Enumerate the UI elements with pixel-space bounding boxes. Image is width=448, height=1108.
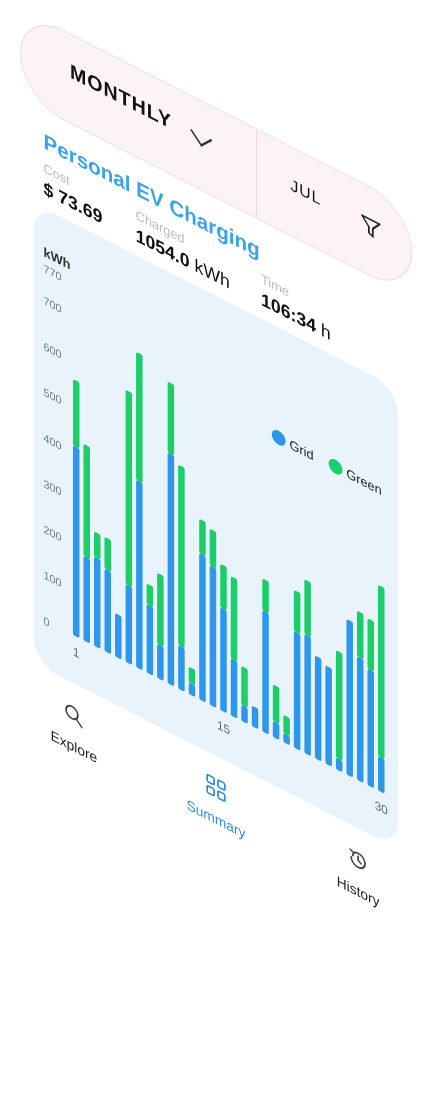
bar-grid bbox=[125, 584, 133, 665]
bar-green bbox=[230, 576, 238, 661]
bar-green bbox=[188, 667, 196, 686]
bar-green bbox=[367, 618, 375, 672]
bar-grid bbox=[241, 705, 248, 724]
bar-green bbox=[178, 465, 185, 648]
period-dropdown[interactable]: MONTHLY bbox=[69, 60, 213, 154]
bar-grid bbox=[72, 446, 80, 638]
y-tick-label: 500 bbox=[44, 387, 62, 408]
bar-green bbox=[136, 352, 143, 483]
nav-history[interactable]: History bbox=[304, 821, 412, 927]
period-label: MONTHLY bbox=[69, 60, 172, 135]
bar-grid bbox=[293, 631, 301, 751]
bar-green bbox=[209, 529, 217, 568]
legend-label: Grid bbox=[290, 437, 314, 464]
bar-grid bbox=[157, 644, 164, 681]
chart-card: kWh 0 100 200 300 400 500 600 700 770 1 15 30 Grid Gre… bbox=[33, 202, 399, 849]
x-tick-label: 15 bbox=[217, 718, 230, 738]
bar-green bbox=[356, 611, 364, 659]
bar-grid bbox=[230, 658, 238, 718]
bar-grid bbox=[283, 733, 290, 745]
bar-green bbox=[220, 564, 227, 610]
bar-green bbox=[93, 532, 101, 560]
y-tick-label: 300 bbox=[44, 478, 62, 499]
y-tick-label: 700 bbox=[44, 295, 62, 316]
y-tick-label: 0 bbox=[44, 615, 50, 629]
bar-grid bbox=[104, 569, 112, 654]
bar-grid bbox=[167, 453, 175, 686]
bar-green bbox=[72, 379, 80, 448]
history-icon bbox=[349, 848, 366, 870]
bar-grid bbox=[346, 619, 353, 777]
search-icon bbox=[65, 704, 83, 729]
y-tick-label: 400 bbox=[44, 433, 62, 454]
bar-grid bbox=[262, 611, 269, 735]
bar-green bbox=[199, 519, 206, 556]
bar-green bbox=[104, 537, 112, 572]
app-screen: MONTHLY JUL Personal EV Charging Cost $ … bbox=[20, 8, 412, 910]
y-tick-label: 100 bbox=[44, 570, 62, 591]
filter-icon[interactable] bbox=[359, 210, 383, 246]
bar-green bbox=[125, 390, 133, 587]
bar-grid bbox=[377, 756, 385, 793]
y-tick-label: 600 bbox=[44, 341, 62, 362]
nav-summary[interactable]: Summary bbox=[162, 748, 270, 854]
legend-label: Green bbox=[346, 466, 381, 498]
bar-grid bbox=[209, 565, 217, 708]
bar-green bbox=[167, 382, 175, 455]
bar-grid bbox=[178, 645, 185, 692]
bar-grid bbox=[220, 607, 227, 713]
grid-icon bbox=[206, 773, 226, 802]
bar-grid bbox=[83, 556, 90, 643]
bar-green bbox=[241, 666, 248, 708]
bar-green bbox=[377, 585, 385, 759]
nav-explore[interactable]: Explore bbox=[20, 676, 128, 782]
x-tick-label: 1 bbox=[73, 645, 80, 662]
bar-green bbox=[157, 573, 164, 647]
bar-grid bbox=[188, 683, 196, 697]
tilted-layer: MONTHLY JUL Personal EV Charging Cost $ … bbox=[20, 8, 412, 1108]
bar-grid bbox=[335, 758, 343, 772]
bar-grid bbox=[367, 669, 375, 788]
bar-grid bbox=[251, 706, 259, 729]
bar-green bbox=[293, 590, 301, 634]
bar-grid bbox=[325, 666, 332, 767]
bar-grid bbox=[115, 613, 122, 659]
time-unit: h bbox=[320, 319, 331, 345]
bar-green bbox=[272, 685, 280, 724]
bar-grid bbox=[356, 657, 364, 783]
legend-swatch bbox=[271, 430, 286, 446]
chevron-down-icon bbox=[190, 123, 213, 147]
filter-divider bbox=[256, 129, 258, 218]
bar-green bbox=[83, 444, 90, 559]
legend-swatch bbox=[328, 458, 343, 475]
bar-green bbox=[262, 579, 269, 613]
bar-grid bbox=[199, 553, 206, 702]
bar-green bbox=[304, 579, 311, 637]
bar-green bbox=[335, 650, 343, 761]
bar-green bbox=[283, 715, 290, 736]
bar-grid bbox=[136, 480, 143, 670]
bar-grid bbox=[314, 656, 322, 761]
month-selector[interactable]: JUL bbox=[290, 176, 322, 210]
bar-grid bbox=[93, 557, 101, 649]
bar-grid bbox=[304, 634, 311, 756]
bar-grid bbox=[272, 721, 280, 740]
bar-green bbox=[146, 584, 154, 607]
y-tick-label: 200 bbox=[44, 524, 62, 545]
bar-grid bbox=[146, 604, 154, 676]
usage-chart: kWh010020030040050060070077011530GridGre… bbox=[44, 245, 388, 819]
filter-bar: MONTHLY JUL bbox=[20, 8, 412, 298]
x-tick-label: 30 bbox=[375, 798, 388, 818]
